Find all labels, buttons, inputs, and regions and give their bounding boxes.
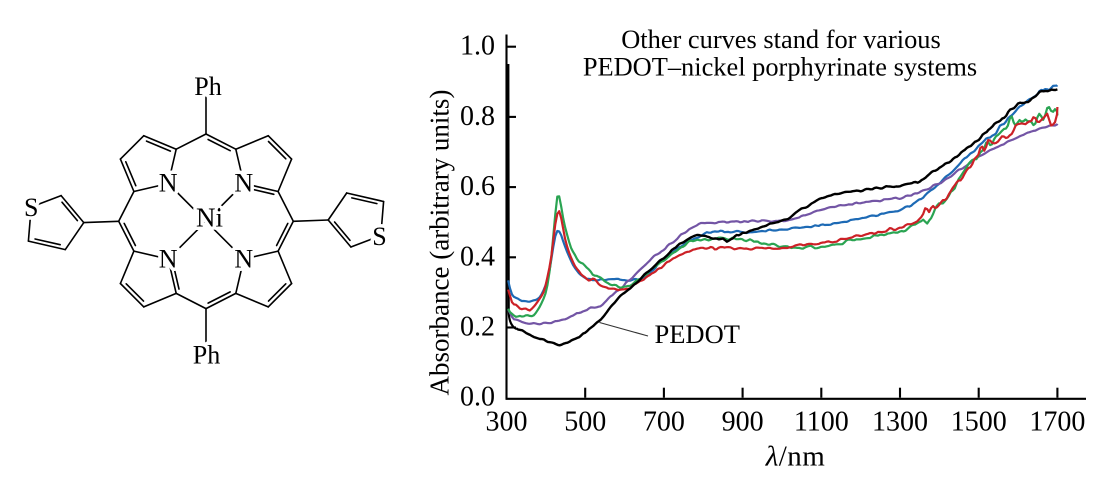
svg-text:700: 700 — [643, 407, 685, 438]
svg-text:1.0: 1.0 — [460, 31, 495, 62]
svg-text:0.0: 0.0 — [460, 382, 495, 413]
svg-text:1500: 1500 — [951, 407, 1007, 438]
svg-text:PEDOT: PEDOT — [655, 319, 740, 349]
svg-text:N: N — [234, 244, 253, 273]
svg-text:λ/nm: λ/nm — [765, 441, 825, 473]
svg-text:Absorbance (arbitrary units): Absorbance (arbitrary units) — [425, 90, 455, 396]
svg-text:S: S — [24, 193, 38, 222]
svg-text:0.4: 0.4 — [460, 241, 495, 272]
svg-text:Ph: Ph — [193, 341, 220, 370]
svg-text:0.6: 0.6 — [460, 171, 495, 202]
svg-text:1300: 1300 — [872, 407, 928, 438]
svg-text:Other curves stand for various: Other curves stand for various — [621, 24, 941, 54]
svg-text:900: 900 — [722, 407, 764, 438]
svg-text:1100: 1100 — [794, 407, 849, 438]
svg-text:1700: 1700 — [1029, 407, 1085, 438]
svg-text:Ph: Ph — [194, 72, 221, 101]
svg-text:500: 500 — [564, 407, 606, 438]
svg-text:N: N — [159, 244, 178, 273]
svg-text:N: N — [234, 169, 253, 198]
svg-text:N: N — [159, 169, 178, 198]
svg-text:0.2: 0.2 — [460, 312, 495, 343]
svg-text:Ni: Ni — [196, 203, 223, 233]
svg-text:300: 300 — [486, 407, 528, 438]
svg-text:0.8: 0.8 — [460, 101, 495, 132]
svg-text:S: S — [372, 222, 386, 251]
svg-text:PEDOT–nickel porphyrinate syst: PEDOT–nickel porphyrinate systems — [583, 51, 977, 81]
